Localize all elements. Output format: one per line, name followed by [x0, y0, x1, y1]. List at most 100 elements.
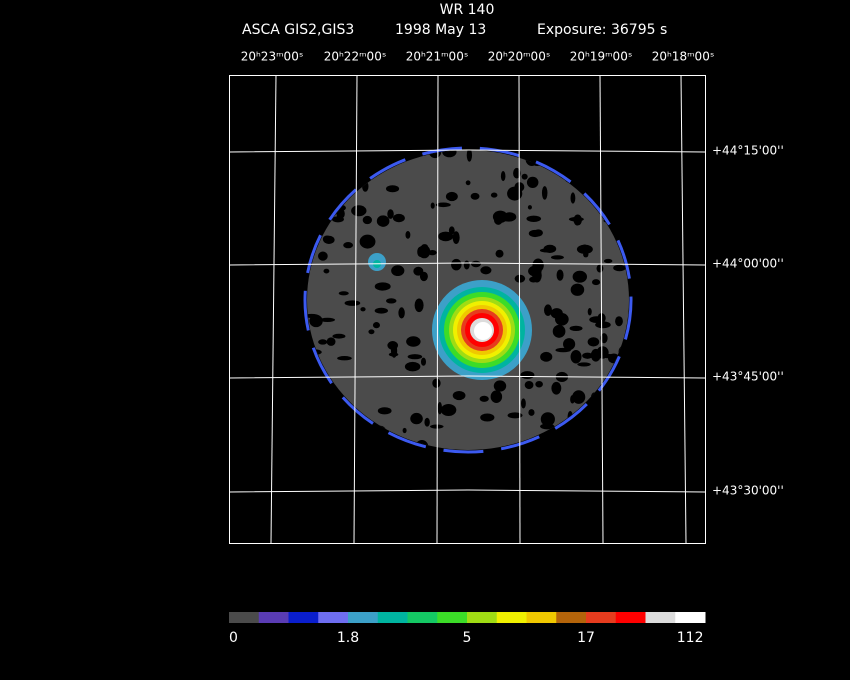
noise-blob — [351, 205, 367, 217]
noise-blob — [540, 423, 555, 430]
grid-line — [518, 74, 521, 544]
noise-blob — [507, 186, 523, 201]
colorbar-segment — [348, 612, 379, 623]
grid-line — [436, 74, 439, 544]
ra-label: 20ʰ19ᵐ00ˢ — [570, 50, 633, 64]
ra-label: 20ʰ22ᵐ00ˢ — [324, 50, 387, 64]
instrument: ASCA GIS2,GIS3 — [242, 22, 354, 38]
noise-blob — [495, 249, 504, 258]
noise-blob — [521, 398, 526, 409]
noise-blob — [448, 226, 455, 235]
noise-blob — [452, 390, 466, 401]
noise-blob — [480, 413, 495, 422]
dec-label: +44°00'00'' — [712, 257, 784, 271]
noise-blob — [413, 266, 424, 276]
noise-blob — [372, 322, 380, 329]
noise-blob — [540, 351, 553, 362]
noise-blob — [332, 333, 346, 339]
noise-blob — [442, 150, 457, 158]
colorbar-segment — [496, 612, 527, 623]
noise-blob — [452, 231, 460, 245]
noise-blob — [526, 215, 542, 222]
colorbar: 0 1.8 5 17 112 — [229, 612, 706, 646]
colorbar-segment — [645, 612, 676, 623]
noise-blob — [410, 412, 423, 425]
colorbar-segment — [318, 612, 349, 623]
noise-blob — [490, 192, 498, 198]
noise-blob — [555, 347, 571, 353]
title: WR 140 — [440, 2, 495, 18]
noise-blob — [368, 329, 375, 335]
ra-label: 20ʰ20ᵐ00ˢ — [488, 50, 551, 64]
noise-blob — [432, 378, 441, 388]
noise-blob — [535, 380, 543, 388]
noise-blob — [540, 412, 555, 427]
colorbar-segment — [407, 612, 438, 623]
noise-blob — [385, 185, 400, 193]
noise-blob — [387, 209, 394, 219]
noise-blob — [539, 248, 555, 253]
colorbar-segment — [258, 612, 289, 623]
noise-blob — [490, 390, 503, 403]
noise-blob — [323, 268, 330, 274]
noise-blob — [391, 265, 405, 277]
noise-blob — [572, 390, 586, 404]
noise-blob — [613, 264, 626, 272]
noise-blob — [470, 192, 480, 200]
noise-blob — [451, 258, 462, 271]
noise-blob — [544, 304, 552, 316]
noise-blob — [500, 171, 506, 182]
noise-blob — [465, 180, 471, 186]
noise-blob — [592, 279, 601, 286]
noise-blob — [360, 307, 366, 312]
colorbar-label: 17 — [577, 630, 595, 646]
noise-blob — [554, 313, 569, 326]
noise-blob — [463, 260, 470, 270]
noise-blob — [493, 214, 503, 225]
noise-blob — [377, 407, 392, 415]
axis-labels: 20ʰ23ᵐ00ˢ 20ʰ22ᵐ00ˢ 20ʰ21ᵐ00ˢ 20ʰ20ᵐ00ˢ 20ʰ1… — [241, 50, 784, 498]
noise-blob — [532, 258, 544, 273]
noise-blob — [336, 208, 345, 219]
colorbar-segment — [615, 612, 646, 623]
colorbar-segment — [288, 612, 319, 623]
grid-line — [228, 375, 706, 379]
noise-blob — [600, 333, 608, 344]
noise-blob — [437, 401, 443, 415]
noise-blob — [556, 269, 564, 281]
noise-blob — [576, 244, 593, 254]
noise-blob — [596, 346, 609, 359]
noise-blob — [615, 316, 623, 327]
noise-blob — [552, 324, 566, 338]
noise-blob — [435, 202, 451, 208]
frame — [229, 75, 706, 544]
noise-blob — [318, 339, 328, 345]
noise-blob — [344, 300, 361, 306]
dec-label: +43°30'00'' — [712, 484, 784, 498]
noise-blob — [421, 244, 428, 249]
noise-blob — [386, 298, 397, 304]
ra-label: 20ʰ18ᵐ00ˢ — [652, 50, 715, 64]
colorbar-label: 1.8 — [337, 630, 359, 646]
noise-blob — [390, 344, 398, 358]
noise-blob — [570, 283, 585, 296]
colorbar-segment — [437, 612, 468, 623]
noise-blob — [520, 371, 535, 379]
noise-blob — [318, 251, 328, 261]
date: 1998 May 13 — [395, 22, 486, 38]
noise-blob — [406, 336, 421, 347]
noise-blob — [470, 260, 481, 268]
noise-blob — [407, 354, 423, 360]
noise-blob — [466, 150, 473, 162]
grid-line — [228, 149, 706, 153]
noise-blob — [420, 357, 427, 366]
noise-blob — [524, 380, 534, 390]
noise-blob — [570, 395, 575, 404]
noise-blob — [479, 395, 489, 402]
noise-blob — [376, 215, 390, 227]
noise-blob — [577, 362, 591, 367]
grid-line — [270, 74, 277, 544]
exposure: Exposure: 36795 s — [537, 22, 667, 38]
noise-blob — [532, 268, 542, 283]
noise-blob — [570, 350, 582, 364]
